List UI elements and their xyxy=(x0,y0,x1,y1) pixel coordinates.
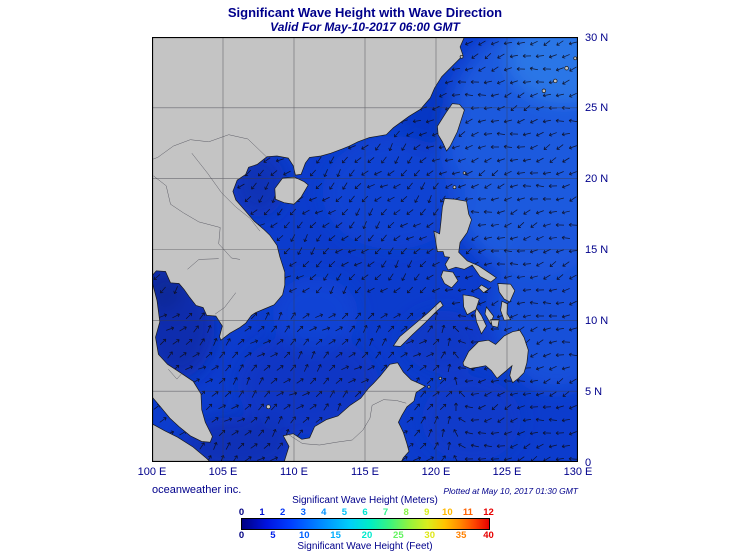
meter-tick: 10 xyxy=(442,507,453,518)
feet-tick: 40 xyxy=(483,530,494,541)
land-masses xyxy=(152,37,578,462)
lat-tick-label: 0 xyxy=(585,456,592,469)
feet-tick: 35 xyxy=(455,530,467,541)
meter-tick: 12 xyxy=(483,507,494,518)
plotted-timestamp: Plotted at May 10, 2017 01:30 GMT xyxy=(443,486,578,496)
lat-tick-label: 5 N xyxy=(585,385,603,398)
lon-tick-label: 110 E xyxy=(280,466,308,478)
lon-tick-label: 115 E xyxy=(351,466,379,478)
graticule-grid xyxy=(152,37,578,462)
meter-tick: 6 xyxy=(362,507,368,518)
country-borders xyxy=(152,134,407,446)
lat-tick-label: 15 N xyxy=(585,244,609,256)
feet-tick: 25 xyxy=(393,530,404,541)
meter-tick-row: 0 1 2 3 4 5 6 7 8 9 10 11 12 xyxy=(152,507,578,518)
meter-tick: 4 xyxy=(321,507,327,518)
meter-tick: 9 xyxy=(424,507,430,518)
lat-tick-label: 20 N xyxy=(585,173,609,186)
legend-feet-label: Significant Wave Height (Feet) xyxy=(297,541,433,552)
map-frame xyxy=(152,37,578,462)
meter-tick: 7 xyxy=(382,507,389,518)
feet-tick-row: 0 5 10 15 20 25 30 35 40 xyxy=(152,530,578,541)
longitude-axis: 100 E 105 E 110 E 115 E 120 E 125 E 130 E xyxy=(138,466,593,480)
feet-tick: 5 xyxy=(270,530,276,541)
feet-tick: 10 xyxy=(298,530,310,541)
feet-tick: 30 xyxy=(424,530,435,541)
meter-tick: 8 xyxy=(403,507,409,518)
lon-tick-label: 130 E xyxy=(563,466,593,478)
colorbar-gradient xyxy=(240,518,490,530)
latitude-axis: 30 N 25 N 20 N 15 N 10 N 5 N 0 xyxy=(585,32,630,469)
lat-tick-label: 25 N xyxy=(585,102,609,115)
lat-tick-label: 30 N xyxy=(585,31,609,44)
chart-subtitle: Valid For May-10-2017 06:00 GMT xyxy=(270,20,460,34)
chart-title: Significant Wave Height with Wave Direct… xyxy=(227,5,503,20)
feet-tick: 20 xyxy=(361,530,373,541)
lon-tick-label: 100 E xyxy=(137,466,167,478)
legend-meters-label: Significant Wave Height (Meters) xyxy=(292,495,438,506)
lon-tick-label: 125 E xyxy=(492,466,522,478)
meter-tick: 2 xyxy=(280,507,286,518)
meter-tick: 0 xyxy=(238,507,245,518)
provider-credit: oceanweather inc. xyxy=(152,484,242,496)
lon-tick-label: 120 E xyxy=(421,466,451,478)
feet-tick: 0 xyxy=(238,530,245,541)
meter-tick: 1 xyxy=(259,507,265,518)
meter-tick: 11 xyxy=(462,507,473,518)
meter-tick: 5 xyxy=(341,507,348,518)
lat-tick-label: 10 N xyxy=(585,314,609,327)
feet-tick: 15 xyxy=(330,530,341,541)
meter-tick: 3 xyxy=(300,507,306,518)
wave-height-map xyxy=(152,37,578,462)
lon-tick-label: 105 E xyxy=(208,466,238,478)
